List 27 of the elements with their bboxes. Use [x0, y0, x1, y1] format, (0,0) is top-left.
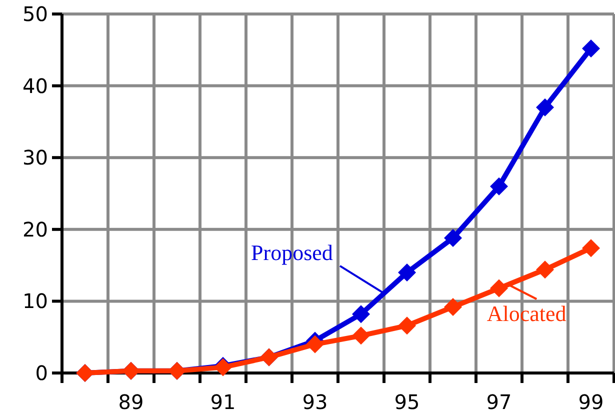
- y-tick-label: 0: [35, 361, 48, 385]
- point: [582, 239, 600, 258]
- text: Proposed: [251, 240, 333, 265]
- point: [398, 316, 416, 335]
- point: [536, 98, 554, 116]
- x-tick-label: 99: [578, 390, 604, 414]
- x-tick-label: 89: [118, 390, 144, 414]
- x-tick-label: 93: [302, 390, 328, 414]
- point: [352, 305, 370, 324]
- y-tick-label: 20: [22, 217, 48, 242]
- point: [582, 39, 600, 58]
- legend-label: Alocated: [486, 301, 566, 326]
- point: [490, 279, 508, 298]
- point: [398, 263, 416, 282]
- point: [444, 298, 462, 316]
- y-tick-label: 50: [22, 2, 48, 26]
- point: [306, 335, 324, 354]
- y-tick-label: 30: [22, 146, 48, 170]
- point: [490, 177, 508, 196]
- point: [536, 260, 554, 279]
- x-tick-label: 97: [486, 390, 512, 414]
- point: [444, 229, 462, 248]
- point: [352, 326, 370, 345]
- x-tick-label: 95: [394, 390, 420, 414]
- y-tick-label: 10: [22, 289, 48, 314]
- y-tick-label: 40: [22, 74, 48, 98]
- x-tick-label: 91: [210, 390, 236, 414]
